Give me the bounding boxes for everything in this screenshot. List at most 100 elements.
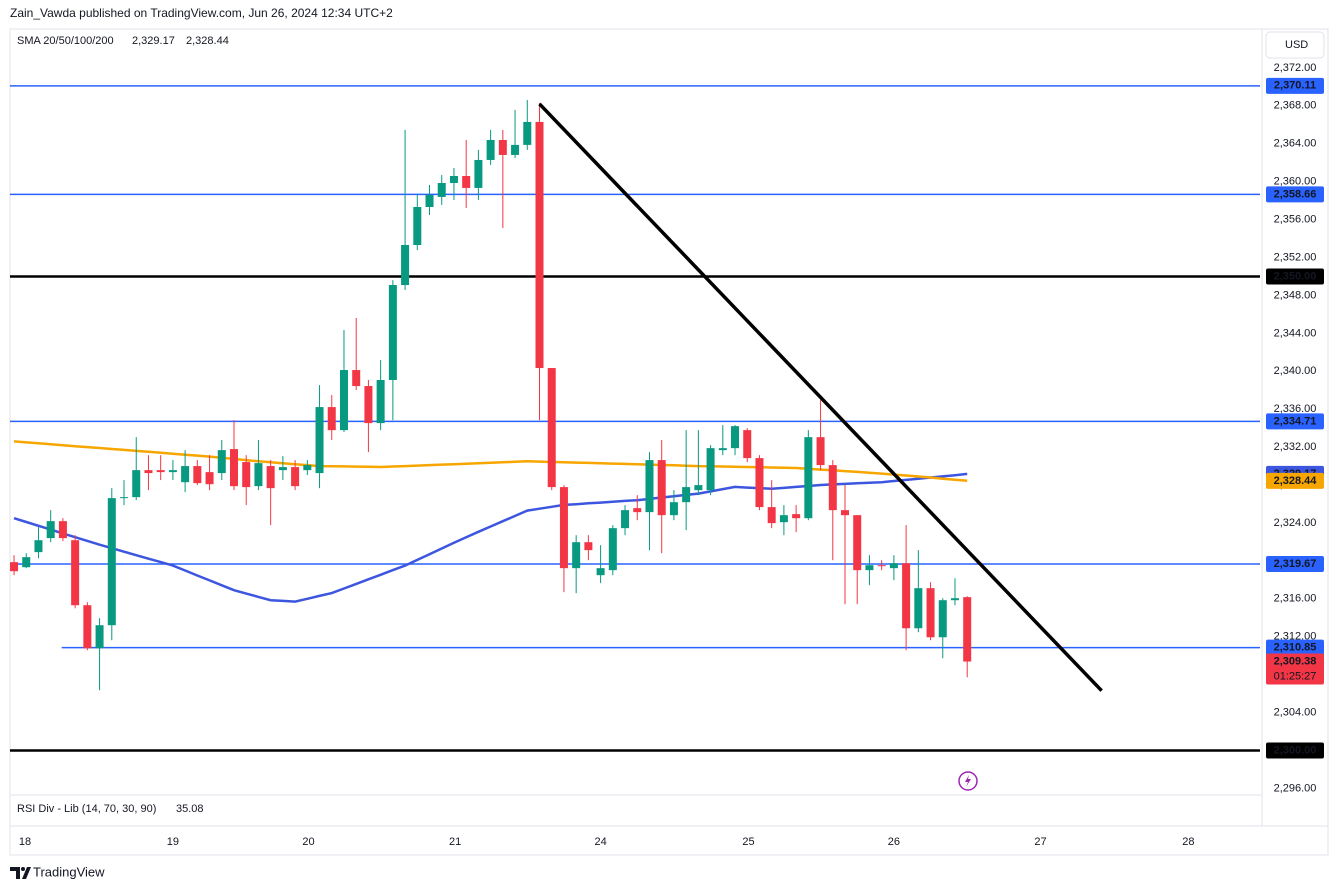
level-tag: 2,300.00: [1274, 744, 1317, 756]
y-tick-label: 2,316.00: [1274, 593, 1317, 605]
y-tick-label: 2,332.00: [1274, 441, 1317, 453]
currency[interactable]: USD: [1285, 39, 1308, 51]
candle-body: [877, 565, 886, 567]
candle-body: [645, 460, 654, 513]
trendline: [538, 102, 1103, 692]
candle-body: [437, 183, 446, 197]
candle-body: [205, 472, 214, 485]
x-tick-label: 28: [1182, 836, 1194, 848]
y-tick-label: 2,352.00: [1274, 251, 1317, 263]
indicator-name: SMA 20/50/100/200: [17, 35, 114, 47]
level-tag: 2,334.71: [1274, 415, 1317, 427]
candle-body: [266, 466, 275, 489]
candle-body: [743, 430, 752, 459]
candle-body: [120, 497, 129, 499]
candle-body: [22, 557, 31, 568]
candle-body: [352, 370, 361, 387]
level-tag: 2,319.67: [1274, 558, 1317, 570]
candle-body: [242, 462, 251, 488]
x-tick-label: 19: [167, 836, 179, 848]
candle-body: [950, 598, 959, 601]
candle-body: [694, 485, 703, 491]
candle-body: [58, 521, 67, 539]
candle-body: [755, 458, 764, 508]
level-tag-bg: [1266, 186, 1324, 203]
candle-body: [144, 470, 153, 474]
candle-body: [95, 625, 104, 649]
price-tag: 2,309.38: [1274, 655, 1317, 667]
y-tick-label: 2,336.00: [1274, 403, 1317, 415]
candle-body: [584, 542, 593, 551]
candle-body: [401, 244, 410, 285]
candle-body: [657, 460, 666, 516]
candle-body: [217, 450, 226, 474]
candle-body: [83, 605, 92, 649]
level-tag-bg: [1266, 413, 1324, 430]
candle-body: [181, 466, 190, 483]
alert-icon[interactable]: [958, 771, 978, 791]
level-tag: 2,310.85: [1274, 641, 1317, 653]
candle-body: [718, 448, 727, 451]
candle-body: [608, 528, 617, 571]
x-tick-label: 21: [449, 836, 461, 848]
candle-body: [364, 386, 373, 424]
level-tag-bg: [1266, 742, 1324, 759]
candle-body: [767, 507, 776, 524]
candle-body: [816, 437, 825, 466]
candle-body: [425, 194, 434, 207]
candle-body: [254, 463, 263, 487]
candle-body: [792, 514, 801, 519]
publisher: Zain_Vawda published on TradingView.com,…: [10, 6, 393, 20]
sma-tag: 2,328.44: [1274, 475, 1318, 487]
candle-body: [853, 515, 862, 571]
candle-body: [46, 521, 55, 539]
candle-body: [486, 139, 495, 160]
candle-body: [926, 588, 935, 638]
candle-body: [327, 407, 336, 431]
candle-body: [376, 379, 385, 424]
candle-body: [841, 510, 850, 516]
candle-body: [633, 508, 642, 513]
indicator-value: 2,328.44: [186, 35, 229, 47]
y-tick-label: 2,368.00: [1274, 100, 1317, 112]
candle-body: [914, 588, 923, 629]
y-tick-label: 2,344.00: [1274, 327, 1317, 339]
y-tick-label: 2,348.00: [1274, 289, 1317, 301]
x-tick-label: 20: [302, 836, 314, 848]
x-tick-label: 26: [888, 836, 900, 848]
level-tag-bg: [1266, 639, 1324, 656]
candle-body: [828, 465, 837, 511]
candle-body: [339, 370, 348, 431]
y-tick-label: 2,364.00: [1274, 138, 1317, 150]
candle-body: [865, 565, 874, 571]
candle-body: [938, 600, 947, 638]
logo[interactable]: [10, 867, 31, 879]
brand: TradingView: [33, 864, 105, 879]
countdown: 01:25:27: [1274, 670, 1317, 682]
candle-body: [449, 175, 458, 183]
candle-body: [413, 206, 422, 245]
oscillator-value: 35.08: [176, 803, 204, 815]
price-tag-bg: [1266, 653, 1324, 685]
candle-body: [291, 467, 300, 487]
frame: [9, 28, 1329, 856]
level-tag: 2,370.11: [1274, 80, 1316, 92]
candle-body: [889, 563, 898, 569]
candle-body: [572, 542, 581, 569]
currency-button[interactable]: [1265, 31, 1325, 59]
candle-body: [498, 139, 507, 155]
candle-body: [963, 597, 972, 662]
x-tick-label: 24: [594, 836, 606, 848]
y-tick-label: 2,296.00: [1274, 782, 1317, 794]
candle-body: [462, 175, 471, 188]
level-tag: 2,350.00: [1274, 270, 1317, 282]
candle-body: [535, 121, 544, 369]
y-tick-label: 2,356.00: [1274, 213, 1317, 225]
x-tick-label: 25: [742, 836, 754, 848]
y-tick-label: 2,372.00: [1274, 62, 1317, 74]
candle-body: [669, 502, 678, 516]
y-tick-label: 2,360.00: [1274, 176, 1317, 188]
y-tick-label: 2,340.00: [1274, 365, 1317, 377]
